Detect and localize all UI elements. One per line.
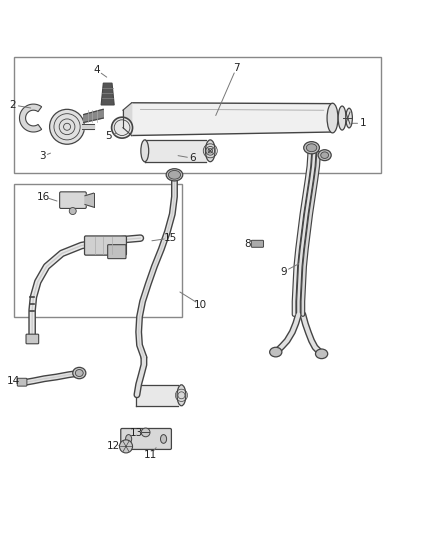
Bar (14, 183, 182, 317)
Ellipse shape (346, 108, 353, 128)
FancyBboxPatch shape (121, 429, 171, 449)
Polygon shape (136, 385, 177, 406)
Polygon shape (84, 109, 103, 123)
Polygon shape (145, 140, 206, 161)
Ellipse shape (75, 369, 83, 376)
FancyBboxPatch shape (60, 192, 86, 208)
Polygon shape (82, 124, 94, 130)
Text: 1: 1 (360, 118, 367, 128)
Ellipse shape (141, 140, 149, 161)
Ellipse shape (112, 117, 133, 138)
Ellipse shape (160, 434, 166, 443)
Circle shape (49, 109, 85, 144)
Text: 5: 5 (106, 132, 112, 141)
Text: 10: 10 (194, 300, 207, 310)
Ellipse shape (168, 171, 180, 179)
Ellipse shape (73, 367, 86, 379)
Text: 2: 2 (10, 100, 16, 110)
Ellipse shape (338, 106, 346, 130)
Ellipse shape (304, 142, 319, 154)
FancyBboxPatch shape (17, 378, 27, 386)
Ellipse shape (321, 152, 328, 158)
Text: 16: 16 (37, 192, 50, 201)
Ellipse shape (318, 150, 331, 160)
Text: 6: 6 (190, 153, 196, 163)
Ellipse shape (327, 103, 338, 133)
Text: 14: 14 (7, 376, 21, 386)
FancyBboxPatch shape (108, 245, 126, 259)
Text: 15: 15 (163, 233, 177, 243)
FancyBboxPatch shape (251, 240, 264, 247)
Ellipse shape (270, 348, 282, 357)
Polygon shape (85, 193, 94, 207)
FancyBboxPatch shape (26, 334, 39, 344)
Ellipse shape (166, 169, 183, 181)
Ellipse shape (205, 140, 215, 161)
Polygon shape (123, 103, 132, 135)
Circle shape (141, 428, 150, 437)
Text: 11: 11 (143, 450, 157, 460)
Circle shape (69, 207, 76, 215)
Text: 7: 7 (233, 63, 240, 73)
Polygon shape (132, 103, 332, 135)
Text: 12: 12 (107, 440, 120, 450)
Polygon shape (101, 83, 114, 105)
Text: 3: 3 (39, 151, 46, 161)
Text: 8: 8 (244, 239, 251, 249)
Polygon shape (19, 104, 42, 132)
Ellipse shape (315, 349, 328, 359)
Ellipse shape (177, 385, 186, 406)
Circle shape (120, 440, 133, 453)
Bar (14, 57, 381, 173)
FancyBboxPatch shape (85, 236, 127, 255)
Ellipse shape (126, 434, 132, 443)
Text: 13: 13 (129, 429, 143, 438)
Text: 9: 9 (280, 266, 287, 277)
Ellipse shape (306, 144, 317, 152)
Text: 4: 4 (93, 65, 100, 75)
